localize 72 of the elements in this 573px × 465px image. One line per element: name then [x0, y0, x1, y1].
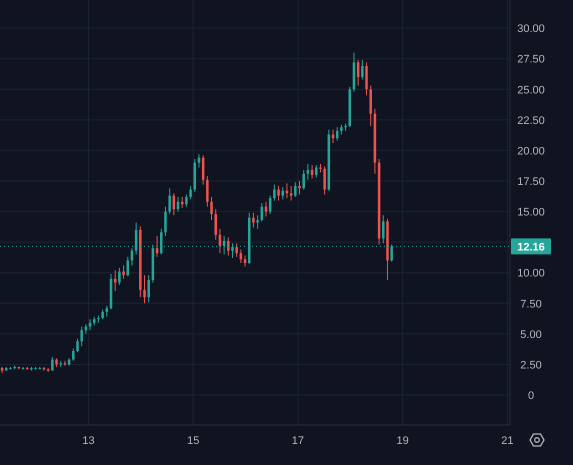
candlestick [210, 196, 213, 221]
candlestick [80, 326, 83, 347]
candlestick [172, 192, 176, 216]
candlestick [310, 164, 314, 180]
candlestick [298, 180, 301, 195]
candlestick [189, 185, 192, 200]
candlestick [118, 267, 121, 286]
y-tick-label: 30.00 [517, 23, 545, 36]
candlestick [198, 154, 200, 168]
candlestick [202, 154, 204, 186]
candlestick [156, 236, 158, 258]
candlestick [164, 206, 167, 237]
y-tick-label: 0 [528, 390, 534, 402]
candlestick [356, 59, 360, 86]
y-tick-label: 15.00 [517, 206, 545, 219]
candlestick [126, 256, 130, 277]
x-tick-label: 19 [396, 435, 409, 447]
candlestick [143, 274, 146, 304]
candlestick [235, 242, 238, 258]
candlestick [240, 248, 242, 264]
candlestick [168, 188, 171, 215]
candlestick [51, 356, 54, 372]
y-tick-label: 5.00 [520, 328, 542, 341]
candlestick [84, 324, 88, 334]
candlestick [122, 264, 125, 280]
y-tick-label: 27.50 [517, 54, 545, 66]
candlestick [323, 166, 326, 195]
y-tick-label: 17.50 [517, 176, 545, 188]
candlestick [244, 255, 246, 268]
candlestick [147, 274, 150, 303]
candlestick [101, 308, 104, 320]
y-tick-label: 10.00 [517, 268, 545, 280]
candlestick [218, 228, 222, 254]
candlestick [315, 164, 318, 178]
ref-line-label: 12.16 [517, 241, 545, 254]
candlestick [252, 212, 255, 228]
candlestick [106, 305, 108, 318]
candlestick [206, 176, 209, 208]
y-tick-label: 7.50 [520, 298, 542, 310]
candlestick [294, 182, 297, 198]
candlestick [302, 170, 305, 190]
x-tick-label: 17 [292, 435, 304, 447]
candlestick [264, 201, 268, 217]
candlestick [382, 214, 385, 244]
y-tick-label: 2.50 [520, 359, 542, 372]
candlestick [227, 236, 230, 256]
candlestick [336, 126, 338, 142]
x-tick-label: 21 [501, 435, 514, 447]
candlestick [214, 208, 217, 240]
candlestick [72, 348, 75, 362]
candlestick [176, 196, 180, 212]
candlestick [88, 318, 92, 331]
y-tick-label: 22.50 [517, 114, 545, 127]
candlestick [256, 214, 259, 230]
candlestick [273, 184, 276, 202]
x-tick-label: 15 [187, 435, 200, 447]
candlestick [277, 185, 280, 202]
candlestick [361, 59, 364, 80]
candlestick [268, 195, 272, 215]
y-tick-label: 25.00 [517, 84, 545, 96]
candlestick [306, 163, 310, 180]
candlestick [260, 202, 264, 222]
candlestick [332, 129, 334, 144]
candlestick [281, 186, 284, 200]
candlestick [114, 270, 116, 292]
candlestick [76, 338, 79, 353]
candlestick [185, 194, 188, 208]
y-tick-label: 20.00 [517, 145, 545, 158]
candlestick [340, 124, 343, 136]
x-tick-label: 13 [82, 435, 95, 447]
candlestick [290, 185, 292, 202]
candlestick [365, 62, 368, 96]
